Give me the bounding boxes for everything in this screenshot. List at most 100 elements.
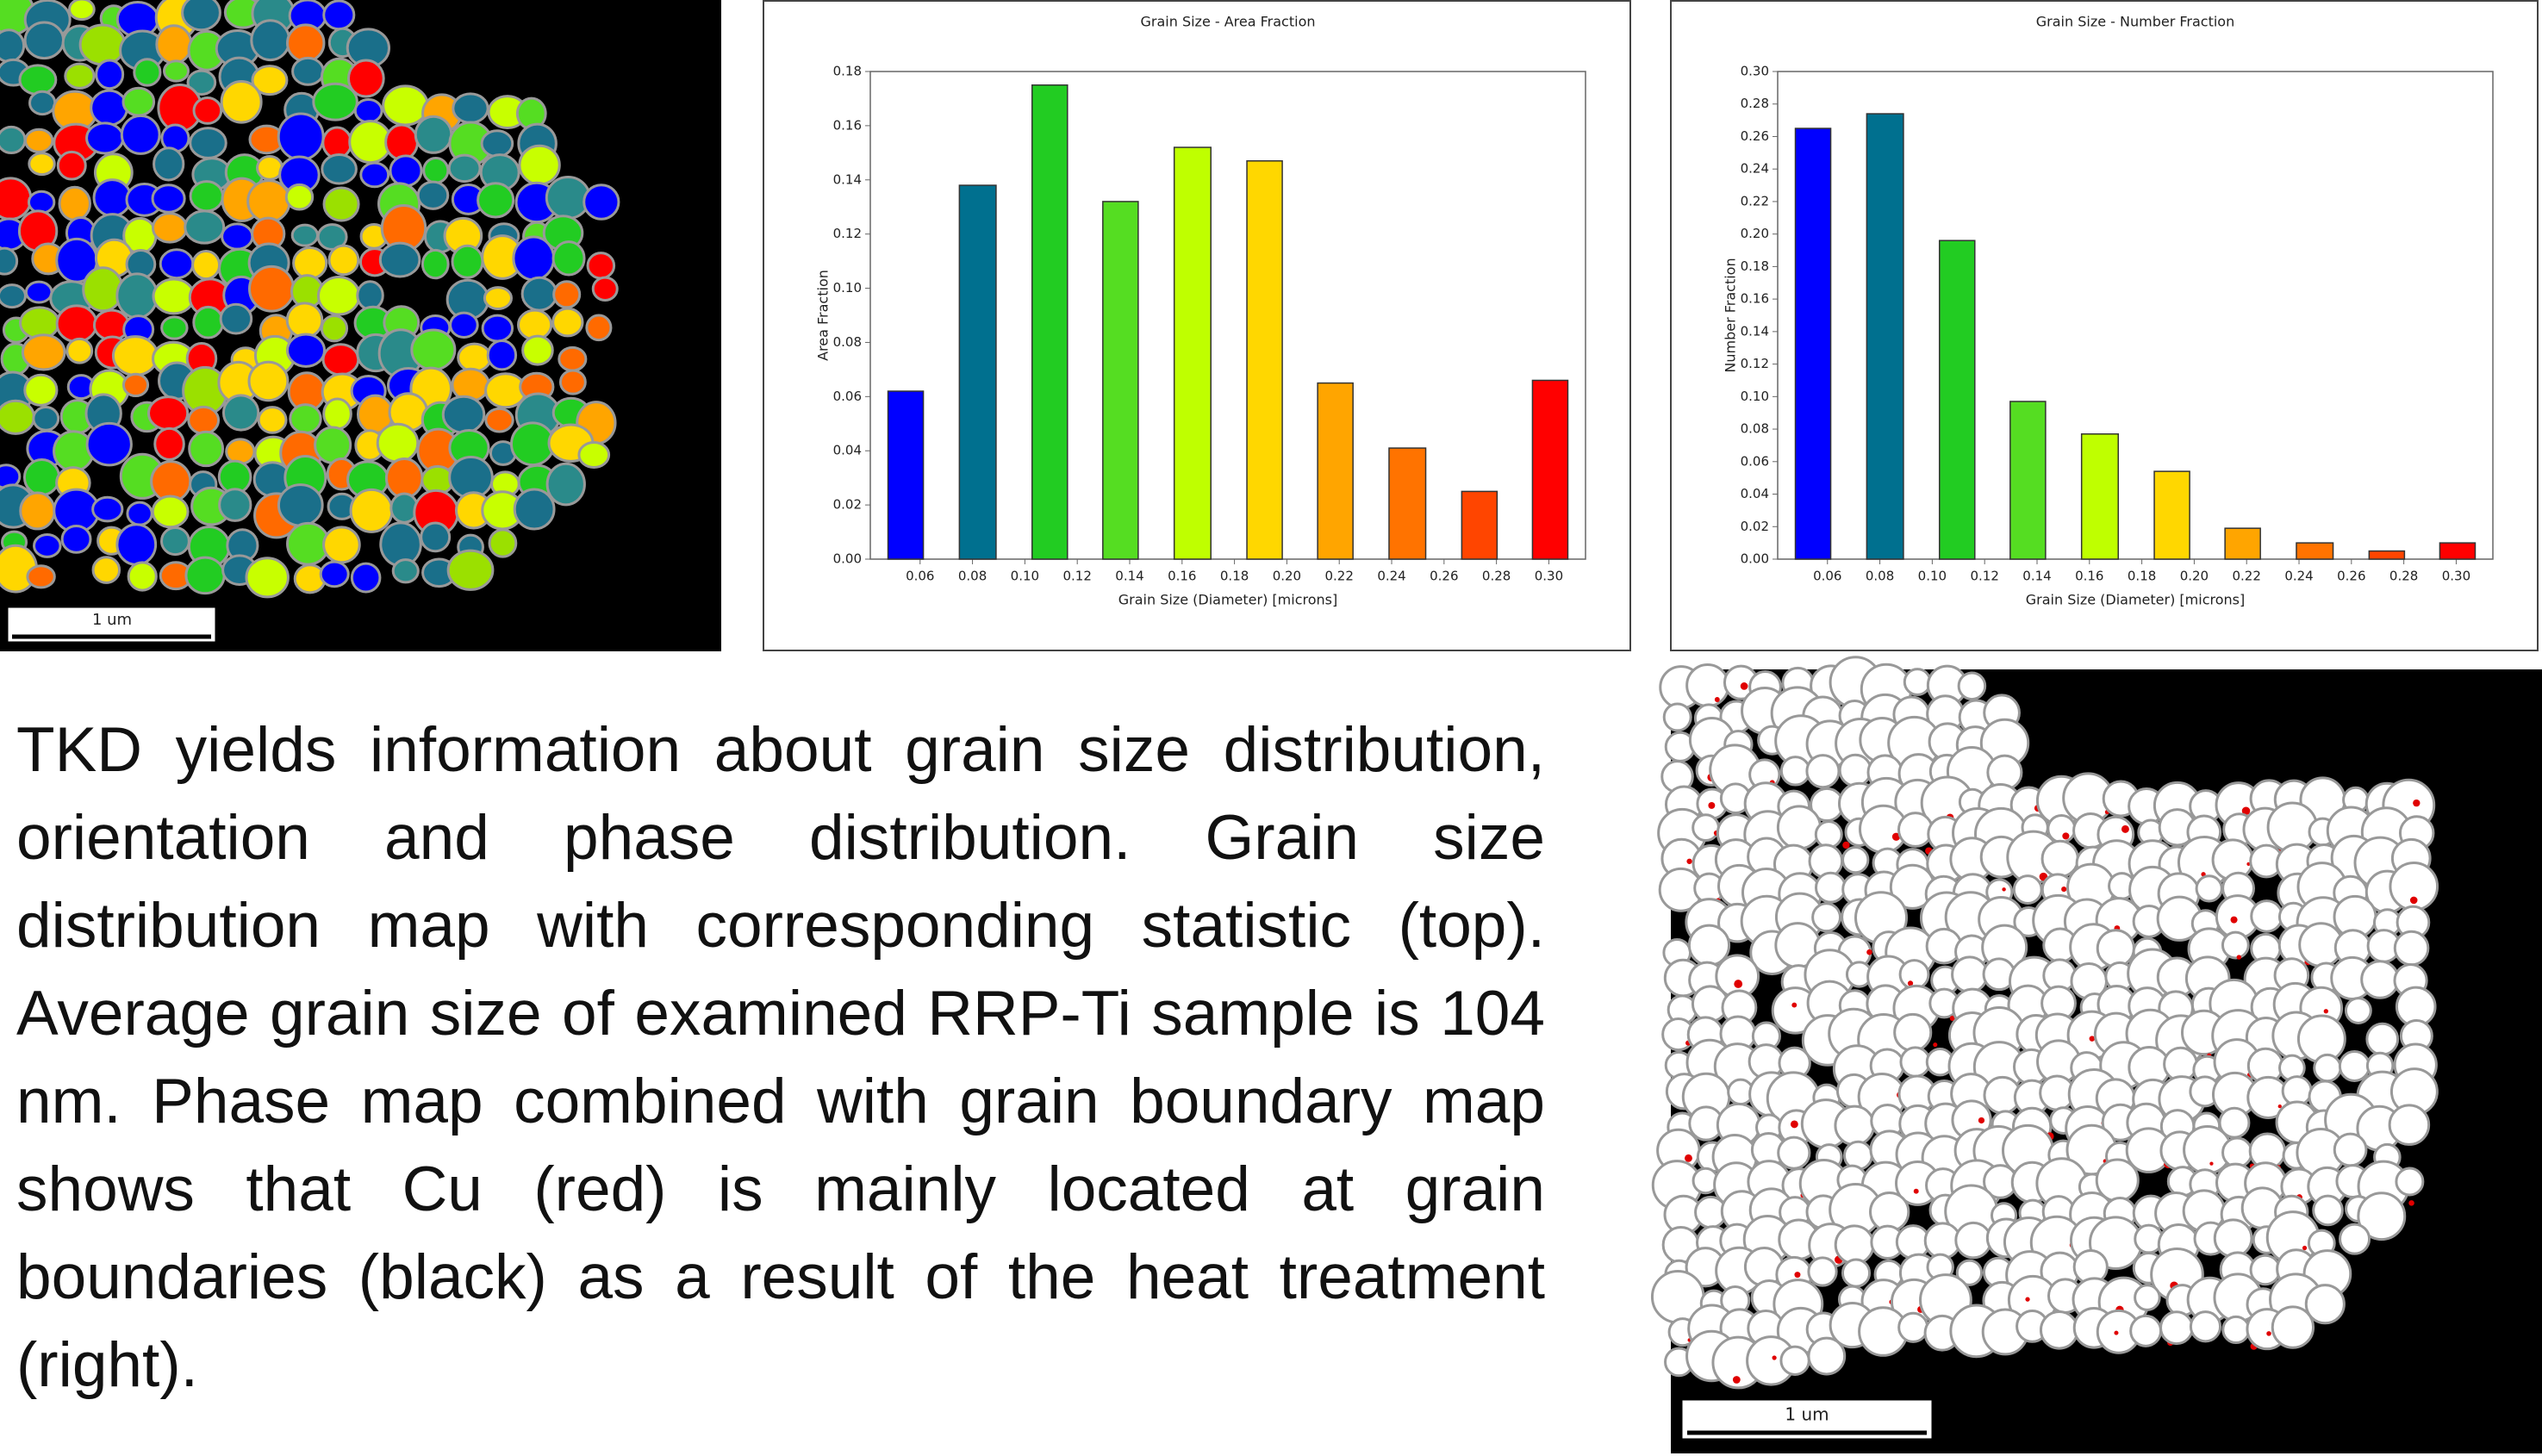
grain bbox=[1898, 959, 1930, 991]
cu-spot bbox=[1685, 1154, 1692, 1162]
x-tick-label: 0.12 bbox=[1970, 569, 1998, 584]
grain bbox=[91, 556, 121, 584]
grain bbox=[162, 59, 190, 83]
grain bbox=[1899, 1046, 1931, 1078]
x-tick-label: 0.18 bbox=[1220, 569, 1249, 584]
grain bbox=[133, 58, 162, 87]
bar bbox=[1102, 201, 1139, 560]
bar bbox=[2009, 401, 2047, 560]
grain bbox=[1807, 1256, 1838, 1287]
grain bbox=[551, 307, 584, 338]
x-tick-label: 0.30 bbox=[2442, 569, 2470, 584]
x-axis-label: Grain Size (Diameter) [microns] bbox=[1118, 592, 1337, 608]
x-tick-label: 0.20 bbox=[2180, 569, 2209, 584]
grain bbox=[477, 182, 515, 219]
grain bbox=[420, 521, 452, 553]
y-tick-label: 0.08 bbox=[833, 334, 862, 350]
grain bbox=[21, 333, 66, 371]
chart-title: Grain Size - Number Fraction bbox=[2036, 14, 2234, 30]
grain bbox=[1692, 813, 1720, 843]
grain bbox=[33, 533, 62, 558]
grain bbox=[1841, 845, 1870, 874]
grain bbox=[583, 184, 620, 221]
grain bbox=[480, 129, 514, 159]
cu-spot bbox=[2201, 872, 2206, 877]
grain bbox=[447, 153, 482, 184]
x-tick-label: 0.14 bbox=[1115, 569, 1143, 584]
grain bbox=[1841, 1258, 1872, 1288]
bar bbox=[1173, 146, 1212, 560]
grain bbox=[160, 315, 189, 340]
grain bbox=[26, 564, 56, 589]
grain bbox=[286, 23, 326, 63]
grain bbox=[245, 557, 290, 599]
grain bbox=[2195, 874, 2223, 903]
cu-spot bbox=[2236, 955, 2242, 960]
grain bbox=[359, 161, 390, 189]
y-axis-label: Area Fraction bbox=[815, 270, 832, 361]
grain bbox=[1777, 1136, 1811, 1170]
grain bbox=[28, 90, 57, 116]
grain bbox=[2271, 1305, 2315, 1349]
grain bbox=[1957, 671, 1987, 701]
y-tick-label: 0.24 bbox=[1741, 161, 1769, 177]
grain bbox=[0, 177, 33, 221]
cu-spot bbox=[2409, 896, 2418, 905]
y-tick-label: 0.16 bbox=[833, 117, 862, 133]
grain bbox=[2388, 1104, 2431, 1146]
grain bbox=[451, 244, 484, 279]
grain bbox=[189, 180, 225, 213]
grain bbox=[120, 114, 161, 155]
x-tick-label: 0.24 bbox=[1377, 569, 1405, 584]
cu-spot bbox=[1949, 1015, 1955, 1022]
grain bbox=[0, 28, 26, 64]
cu-spot bbox=[1708, 801, 1716, 809]
grain bbox=[250, 19, 291, 62]
cu-spot bbox=[1734, 980, 1743, 988]
grain bbox=[322, 397, 352, 431]
grain bbox=[322, 186, 360, 222]
grain bbox=[2313, 1053, 2342, 1083]
grain bbox=[2096, 929, 2135, 968]
bar bbox=[2153, 470, 2190, 560]
grain bbox=[64, 62, 96, 90]
cu-spot bbox=[2408, 1200, 2414, 1206]
cu-spot bbox=[1794, 1272, 1801, 1279]
cu-spot bbox=[1791, 1002, 1797, 1008]
cu-spot bbox=[1933, 1042, 1938, 1048]
grain bbox=[1662, 702, 1692, 732]
grain bbox=[1814, 820, 1843, 849]
grain bbox=[449, 311, 479, 339]
grain bbox=[192, 305, 225, 339]
grain bbox=[486, 339, 518, 371]
grain bbox=[389, 154, 423, 188]
grain bbox=[1811, 902, 1842, 933]
grain bbox=[58, 185, 91, 221]
y-tick-label: 0.02 bbox=[833, 497, 862, 513]
grain bbox=[384, 123, 419, 161]
grain bbox=[513, 488, 556, 531]
grain bbox=[1954, 1221, 1992, 1260]
x-tick-label: 0.22 bbox=[2233, 569, 2261, 584]
grain bbox=[28, 152, 56, 177]
cu-spot bbox=[2230, 916, 2238, 924]
cu-spot bbox=[2277, 1104, 2282, 1109]
grain bbox=[85, 121, 125, 155]
y-tick-label: 0.02 bbox=[1741, 519, 1769, 534]
grain bbox=[2395, 1167, 2425, 1197]
y-tick-label: 0.06 bbox=[1741, 453, 1769, 469]
chart-title: Grain Size - Area Fraction bbox=[1140, 14, 1315, 30]
grain bbox=[257, 406, 288, 434]
bar bbox=[2080, 432, 2119, 560]
cu-spot bbox=[1978, 1117, 1985, 1124]
x-tick-label: 0.18 bbox=[2128, 569, 2156, 584]
bar bbox=[958, 184, 997, 560]
grain bbox=[421, 248, 450, 280]
grain bbox=[2393, 930, 2430, 967]
x-tick-label: 0.08 bbox=[1866, 569, 1894, 584]
grain bbox=[188, 430, 225, 468]
y-tick-label: 0.18 bbox=[833, 64, 862, 79]
cu-spot bbox=[1686, 858, 1692, 864]
bar bbox=[1317, 382, 1354, 560]
